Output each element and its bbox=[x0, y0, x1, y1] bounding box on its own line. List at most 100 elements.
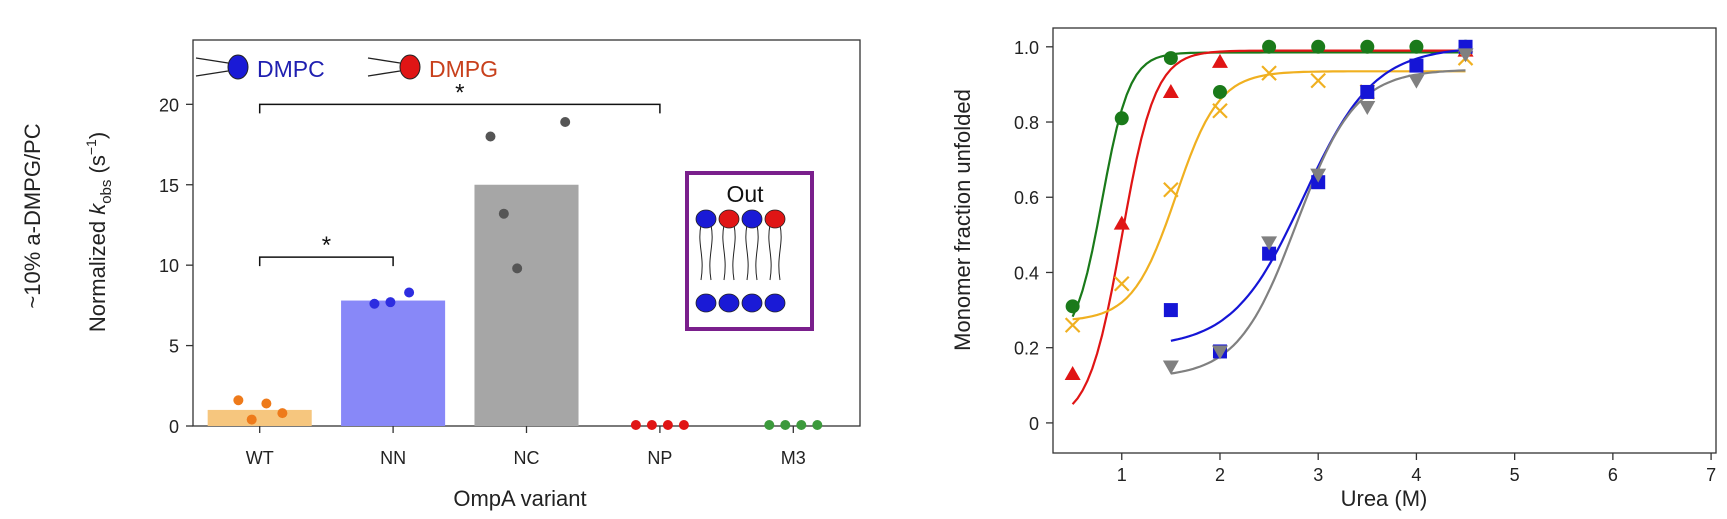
y-tick-label: 0 bbox=[169, 417, 179, 437]
unfolding-x-axis: 1 2 3 4 5 6 7 bbox=[1117, 453, 1716, 485]
bar-nc bbox=[474, 184, 579, 426]
marker-x bbox=[1310, 72, 1326, 89]
point-m3 bbox=[812, 420, 823, 430]
significance-bracket bbox=[258, 256, 394, 267]
point-wt bbox=[277, 408, 288, 419]
marker-x bbox=[1163, 181, 1179, 198]
marker-triangle-down bbox=[1162, 360, 1179, 375]
y-tick-label: 0.8 bbox=[1014, 113, 1039, 133]
point-m3 bbox=[780, 420, 791, 430]
lipid-head-inner bbox=[718, 293, 740, 313]
x-tick-label: 2 bbox=[1215, 465, 1225, 485]
inset-out-label: Out bbox=[726, 181, 764, 207]
bar-layer bbox=[207, 184, 579, 426]
point-wt bbox=[261, 398, 272, 409]
point-nc bbox=[560, 117, 571, 128]
lipid-head-inner bbox=[764, 293, 786, 313]
marker-triangle-down bbox=[1359, 100, 1376, 115]
marker-circle bbox=[1065, 299, 1080, 314]
marker-circle bbox=[1360, 39, 1375, 54]
x-tick-label: 5 bbox=[1510, 465, 1520, 485]
unfolding-y-axis-title: Monomer fraction unfolded bbox=[950, 89, 975, 351]
point-np bbox=[646, 420, 657, 430]
x-tick-label: 4 bbox=[1411, 465, 1421, 485]
marker-circle bbox=[1311, 39, 1326, 54]
bar-y-axis: 0 5 10 15 20 bbox=[159, 95, 193, 437]
point-nc bbox=[485, 131, 496, 142]
bar-wt bbox=[207, 409, 312, 426]
inset-lipids bbox=[695, 209, 786, 313]
marker-circle bbox=[1163, 51, 1178, 66]
marker-circle bbox=[1212, 84, 1227, 99]
bar-x-axis-title: OmpA variant bbox=[453, 486, 586, 511]
marker-circle bbox=[1409, 39, 1424, 54]
x-tick-label: NN bbox=[380, 448, 406, 468]
x-tick-label: NP bbox=[647, 448, 672, 468]
marker-triangle-up bbox=[1064, 366, 1081, 381]
fit-curves-layer bbox=[1071, 48, 1466, 405]
x-tick-label: M3 bbox=[781, 448, 806, 468]
unfolding-chart-frame bbox=[1052, 27, 1717, 454]
significance-star: * bbox=[322, 232, 331, 259]
point-np bbox=[630, 420, 641, 430]
x-tick-label: 1 bbox=[1117, 465, 1127, 485]
y-tick-label: 0.2 bbox=[1014, 339, 1039, 359]
marker-triangle-up bbox=[1162, 83, 1179, 98]
marker-square bbox=[1163, 303, 1178, 318]
lipid-head-inner bbox=[695, 293, 717, 313]
point-nn bbox=[404, 287, 415, 298]
marker-x bbox=[1113, 275, 1130, 292]
significance-bracket bbox=[258, 103, 661, 114]
y-tick-label: 20 bbox=[159, 95, 179, 115]
point-wt bbox=[233, 395, 244, 406]
marker-triangle-down bbox=[1457, 48, 1474, 63]
point-wt bbox=[246, 414, 257, 425]
lipid-tail bbox=[722, 224, 736, 281]
lipid-head-outer bbox=[718, 209, 740, 229]
fit-curve-triangle-up bbox=[1071, 49, 1466, 405]
marker-square bbox=[1262, 246, 1277, 261]
bilayer-inset: Out bbox=[685, 171, 814, 331]
dmpg-lipid-icon bbox=[367, 54, 421, 80]
marker-x bbox=[1261, 65, 1277, 81]
x-tick-label: 6 bbox=[1608, 465, 1618, 485]
marker-triangle-down bbox=[1310, 168, 1327, 183]
y-tick-label: 5 bbox=[169, 337, 179, 357]
point-nn bbox=[385, 297, 396, 308]
marker-triangle-down bbox=[1261, 236, 1278, 251]
point-m3 bbox=[764, 420, 775, 430]
lipid-tail bbox=[699, 224, 713, 281]
side-label: ~10% a-DMPG/PC bbox=[20, 123, 45, 308]
lipid-tail bbox=[768, 224, 782, 281]
x-tick-label: NC bbox=[514, 448, 540, 468]
lipid-head-inner bbox=[741, 293, 763, 313]
bar-nn bbox=[341, 300, 446, 426]
marker-triangle-up bbox=[1113, 215, 1130, 230]
y-tick-label: 15 bbox=[159, 176, 179, 196]
point-np bbox=[662, 420, 673, 430]
marker-triangle-down bbox=[1211, 345, 1228, 360]
marker-x bbox=[1064, 317, 1081, 333]
legend: DMPC DMPG bbox=[195, 54, 498, 82]
x-tick-label: 7 bbox=[1706, 465, 1716, 485]
bar-y-axis-title: Normalized kobs (s−1) bbox=[83, 132, 115, 332]
point-m3 bbox=[796, 420, 807, 430]
marker-square bbox=[1360, 84, 1375, 99]
y-tick-label: 1.0 bbox=[1014, 38, 1039, 58]
bar-x-axis: WT NN NC NP M3 bbox=[246, 426, 806, 468]
marker-square bbox=[1409, 58, 1424, 73]
y-tick-label: 0.4 bbox=[1014, 263, 1039, 283]
unfolding-chart-panel: 0 0.2 0.4 0.6 0.8 1.0 1 2 3 4 5 6 7 Monomer fractio… bbox=[950, 27, 1717, 511]
marker-x bbox=[1212, 102, 1228, 119]
point-nc bbox=[498, 208, 509, 219]
point-nn bbox=[369, 298, 380, 309]
x-tick-label: 3 bbox=[1313, 465, 1323, 485]
marker-triangle-up bbox=[1211, 53, 1228, 68]
marker-circle bbox=[1114, 111, 1129, 126]
y-tick-label: 0 bbox=[1029, 414, 1039, 434]
marker-circle bbox=[1262, 39, 1277, 54]
dmpc-lipid-icon bbox=[195, 54, 249, 80]
point-nc bbox=[512, 263, 523, 274]
